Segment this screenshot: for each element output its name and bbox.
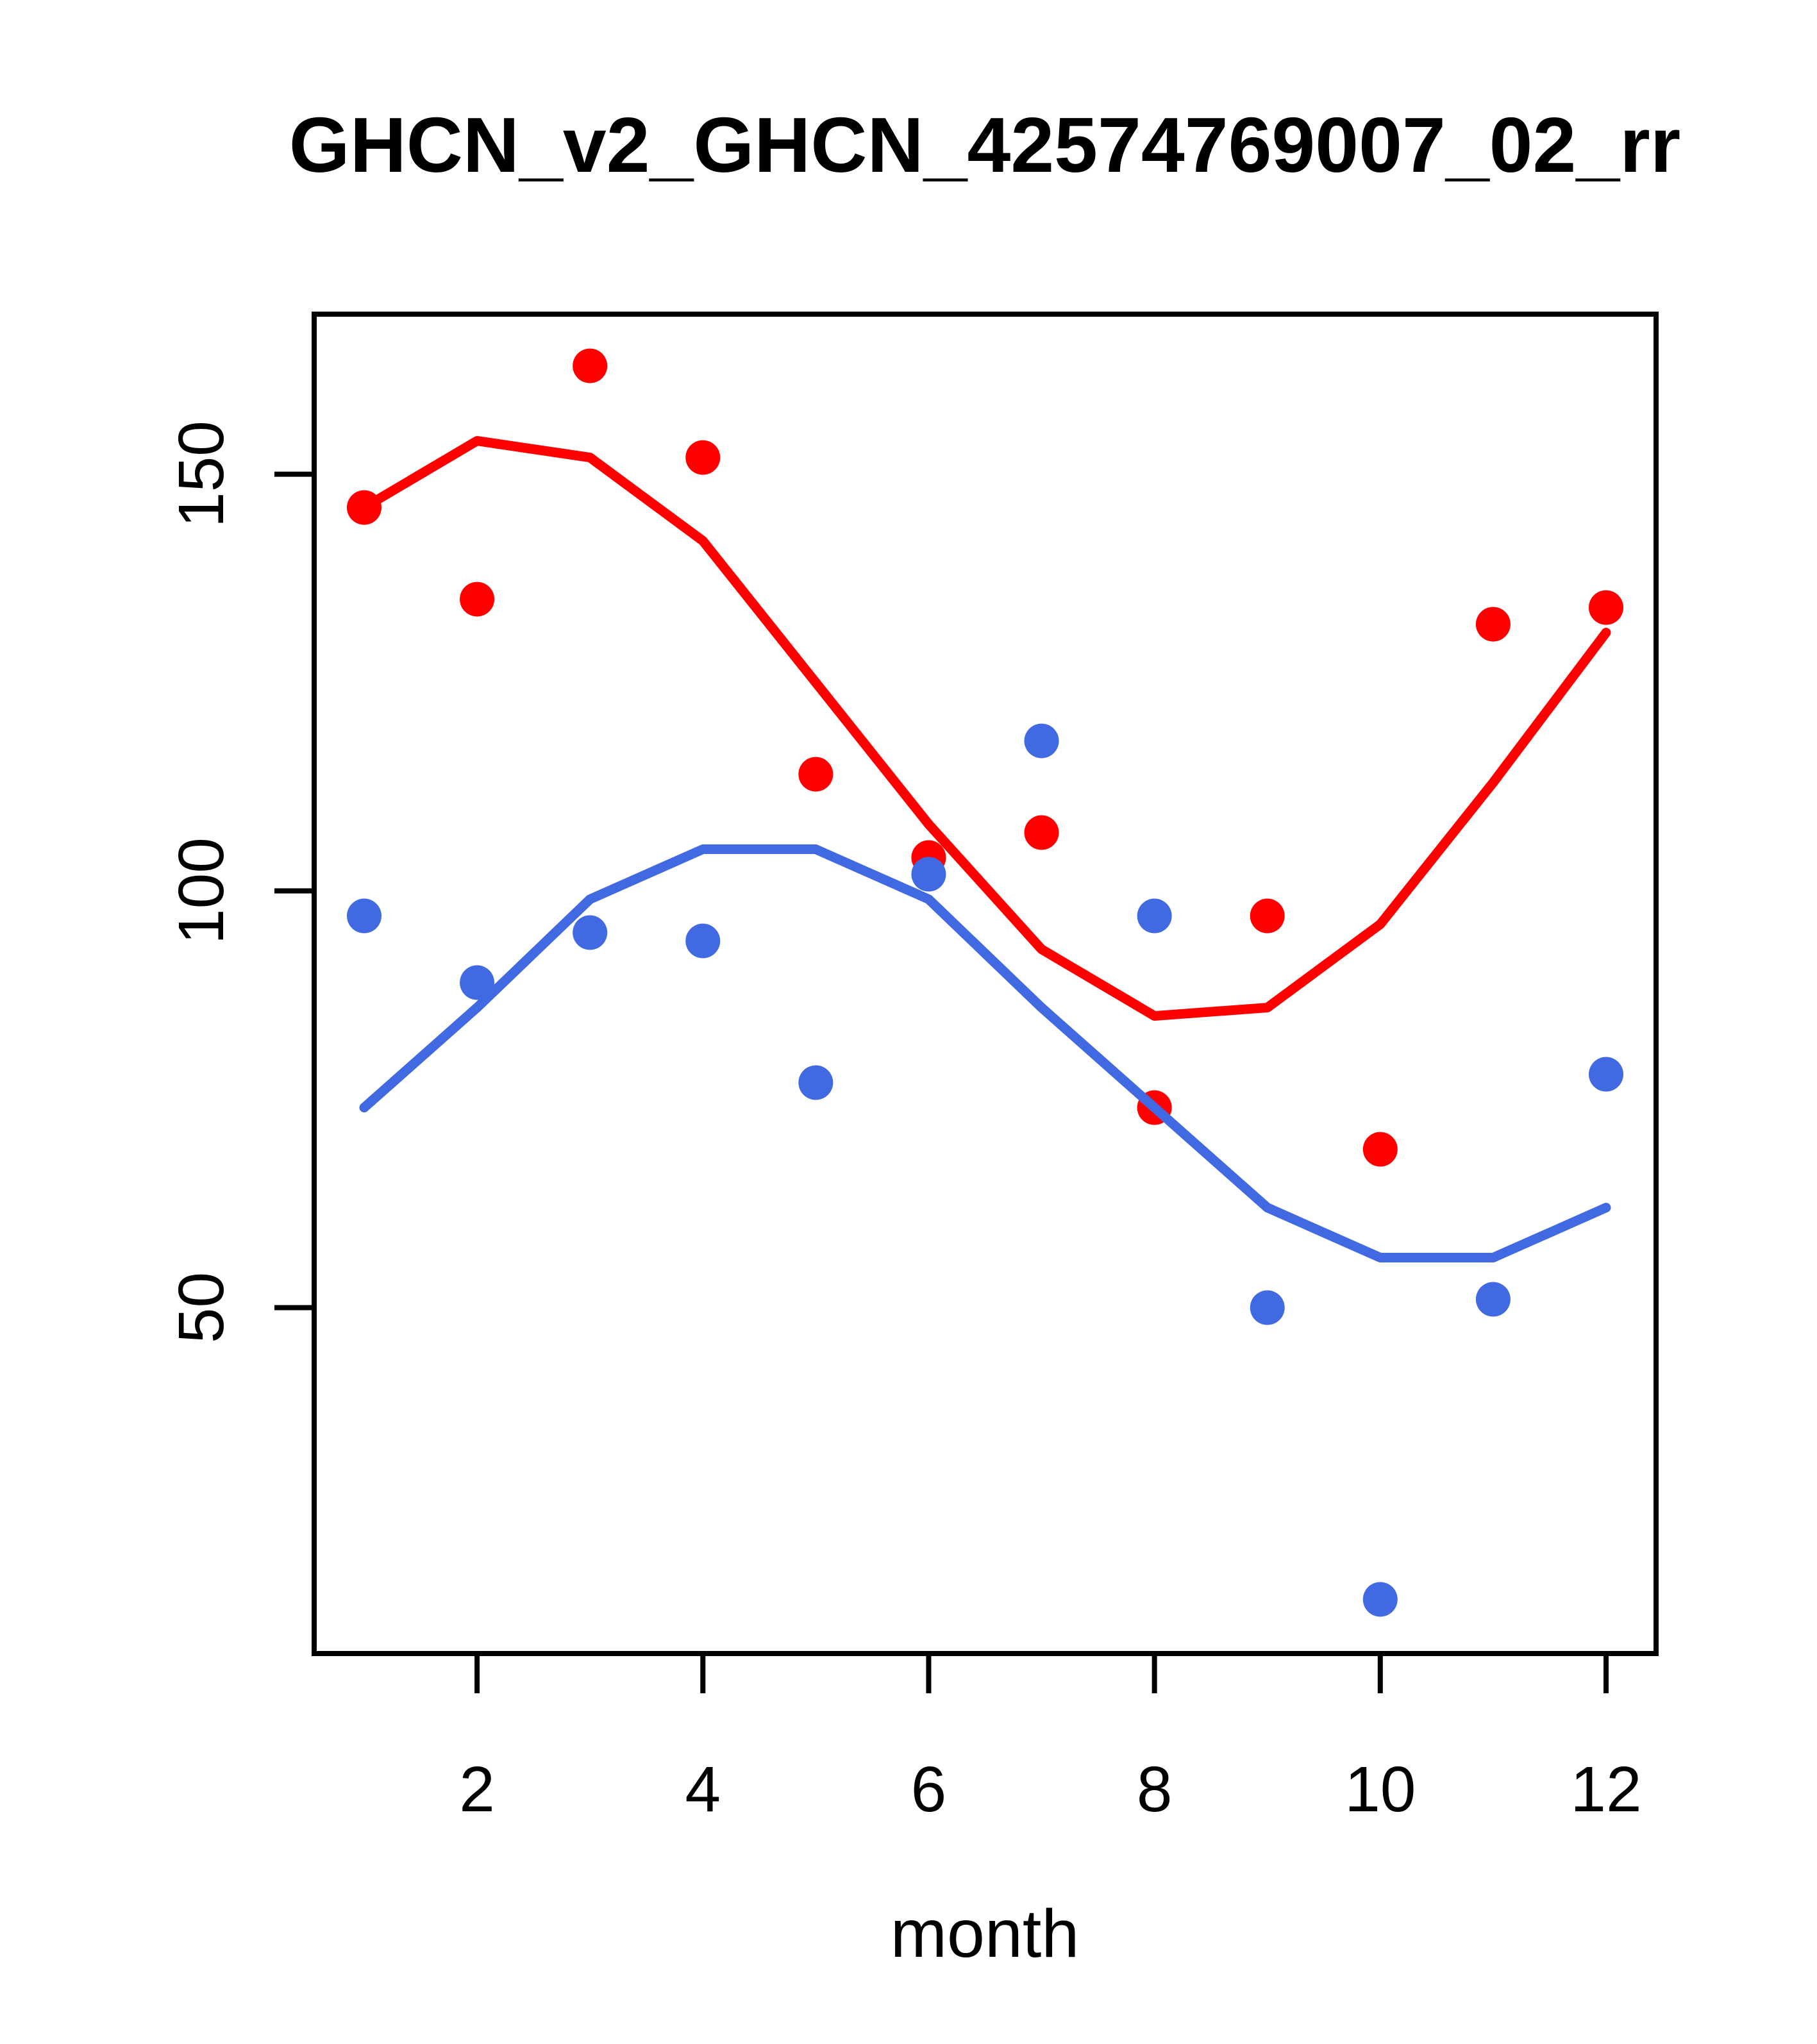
x-tick-label: 6 bbox=[911, 1754, 947, 1825]
data-point bbox=[1588, 590, 1623, 625]
blue-smooth-line bbox=[359, 844, 1611, 1263]
data-point bbox=[460, 965, 495, 1000]
y-tick-label: 150 bbox=[165, 421, 237, 528]
y-tick-label: 100 bbox=[165, 837, 237, 944]
x-tick-label: 4 bbox=[685, 1754, 721, 1825]
data-point bbox=[1250, 1290, 1285, 1325]
data-point bbox=[1024, 815, 1059, 850]
data-point bbox=[573, 915, 608, 950]
data-point bbox=[1362, 1132, 1398, 1167]
x-tick-label: 8 bbox=[1137, 1754, 1173, 1825]
data-point bbox=[347, 898, 382, 934]
data-point bbox=[1588, 1057, 1623, 1092]
y-axis-ticks: 50 100 150 bbox=[165, 421, 314, 1343]
data-point bbox=[1250, 898, 1285, 934]
red-points bbox=[347, 348, 1623, 1167]
red-smooth-line bbox=[359, 436, 1611, 1021]
data-point bbox=[1475, 607, 1511, 642]
x-axis-ticks: 2 4 6 8 10 12 bbox=[459, 1654, 1642, 1825]
data-point bbox=[573, 348, 608, 383]
chart-title: GHCN_v2_GHCN_42574769007_02_rr bbox=[289, 101, 1680, 188]
data-point bbox=[460, 582, 495, 617]
x-axis-label: month bbox=[891, 1896, 1080, 1972]
data-point bbox=[911, 857, 946, 892]
data-point bbox=[1137, 898, 1172, 934]
data-point bbox=[1475, 1282, 1511, 1317]
x-tick-label: 10 bbox=[1344, 1754, 1416, 1825]
data-point bbox=[685, 923, 721, 959]
data-point bbox=[685, 440, 721, 475]
data-point bbox=[798, 757, 833, 792]
plot-border bbox=[312, 312, 1659, 1656]
x-tick-label: 12 bbox=[1570, 1754, 1641, 1825]
data-series bbox=[347, 348, 1623, 1617]
data-point bbox=[1024, 723, 1059, 758]
x-tick-label: 2 bbox=[459, 1754, 495, 1825]
data-point bbox=[798, 1065, 833, 1100]
data-point bbox=[1362, 1582, 1398, 1617]
blue-points bbox=[347, 723, 1623, 1617]
y-tick-label: 50 bbox=[165, 1272, 237, 1343]
